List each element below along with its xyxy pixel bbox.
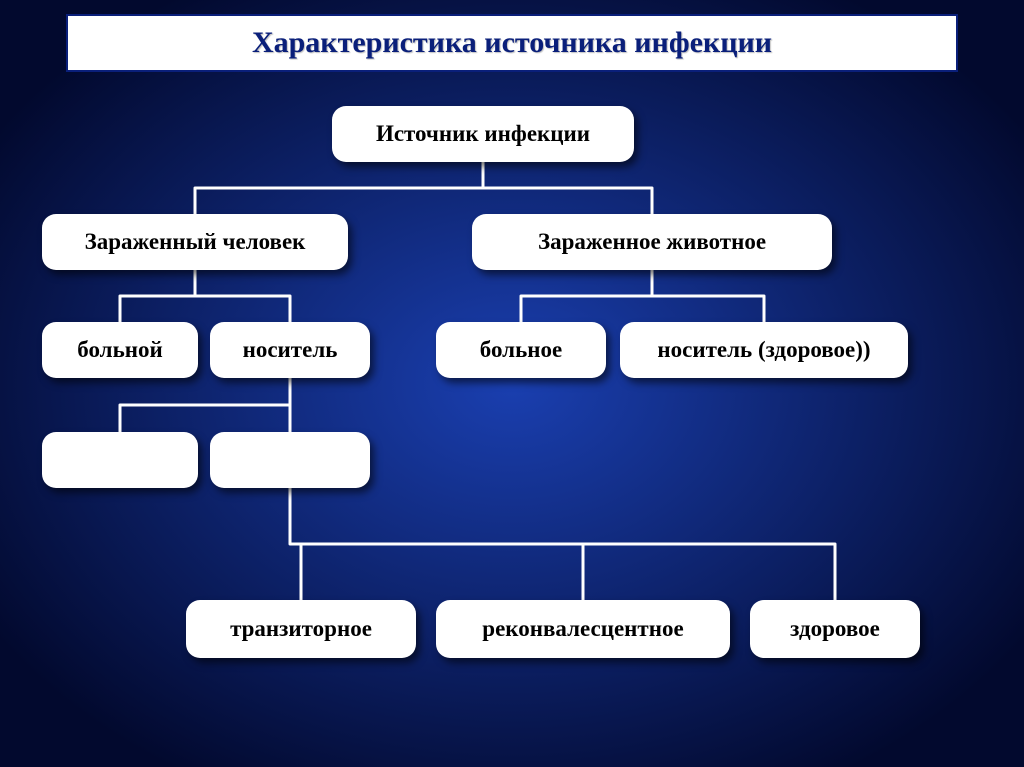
node-label: Зараженное животное xyxy=(538,229,766,255)
node-h_sick: больной xyxy=(42,322,198,378)
node-animal: Зараженное животное xyxy=(472,214,832,270)
node-tran: транзиторное xyxy=(186,600,416,658)
node-a_carrier: носитель (здоровое)) xyxy=(620,322,908,378)
node-label: реконвалесцентное xyxy=(482,616,683,642)
node-label: Источник инфекции xyxy=(376,121,590,147)
diagram-title-text: Характеристика источника инфекции xyxy=(252,26,772,60)
node-label: больной xyxy=(77,337,162,363)
node-blank2 xyxy=(210,432,370,488)
node-label: Зараженный человек xyxy=(85,229,306,255)
node-h_carrier: носитель xyxy=(210,322,370,378)
node-human: Зараженный человек xyxy=(42,214,348,270)
diagram-stage: Характеристика источника инфекции Источн… xyxy=(0,0,1024,767)
node-label: транзиторное xyxy=(230,616,372,642)
node-recon: реконвалесцентное xyxy=(436,600,730,658)
node-label: носитель xyxy=(243,337,338,363)
node-label: носитель (здоровое)) xyxy=(657,337,870,363)
node-label: больное xyxy=(480,337,562,363)
node-healthy: здоровое xyxy=(750,600,920,658)
node-label: здоровое xyxy=(790,616,880,642)
diagram-title: Характеристика источника инфекции xyxy=(66,14,958,72)
node-root: Источник инфекции xyxy=(332,106,634,162)
node-blank1 xyxy=(42,432,198,488)
node-a_sick: больное xyxy=(436,322,606,378)
